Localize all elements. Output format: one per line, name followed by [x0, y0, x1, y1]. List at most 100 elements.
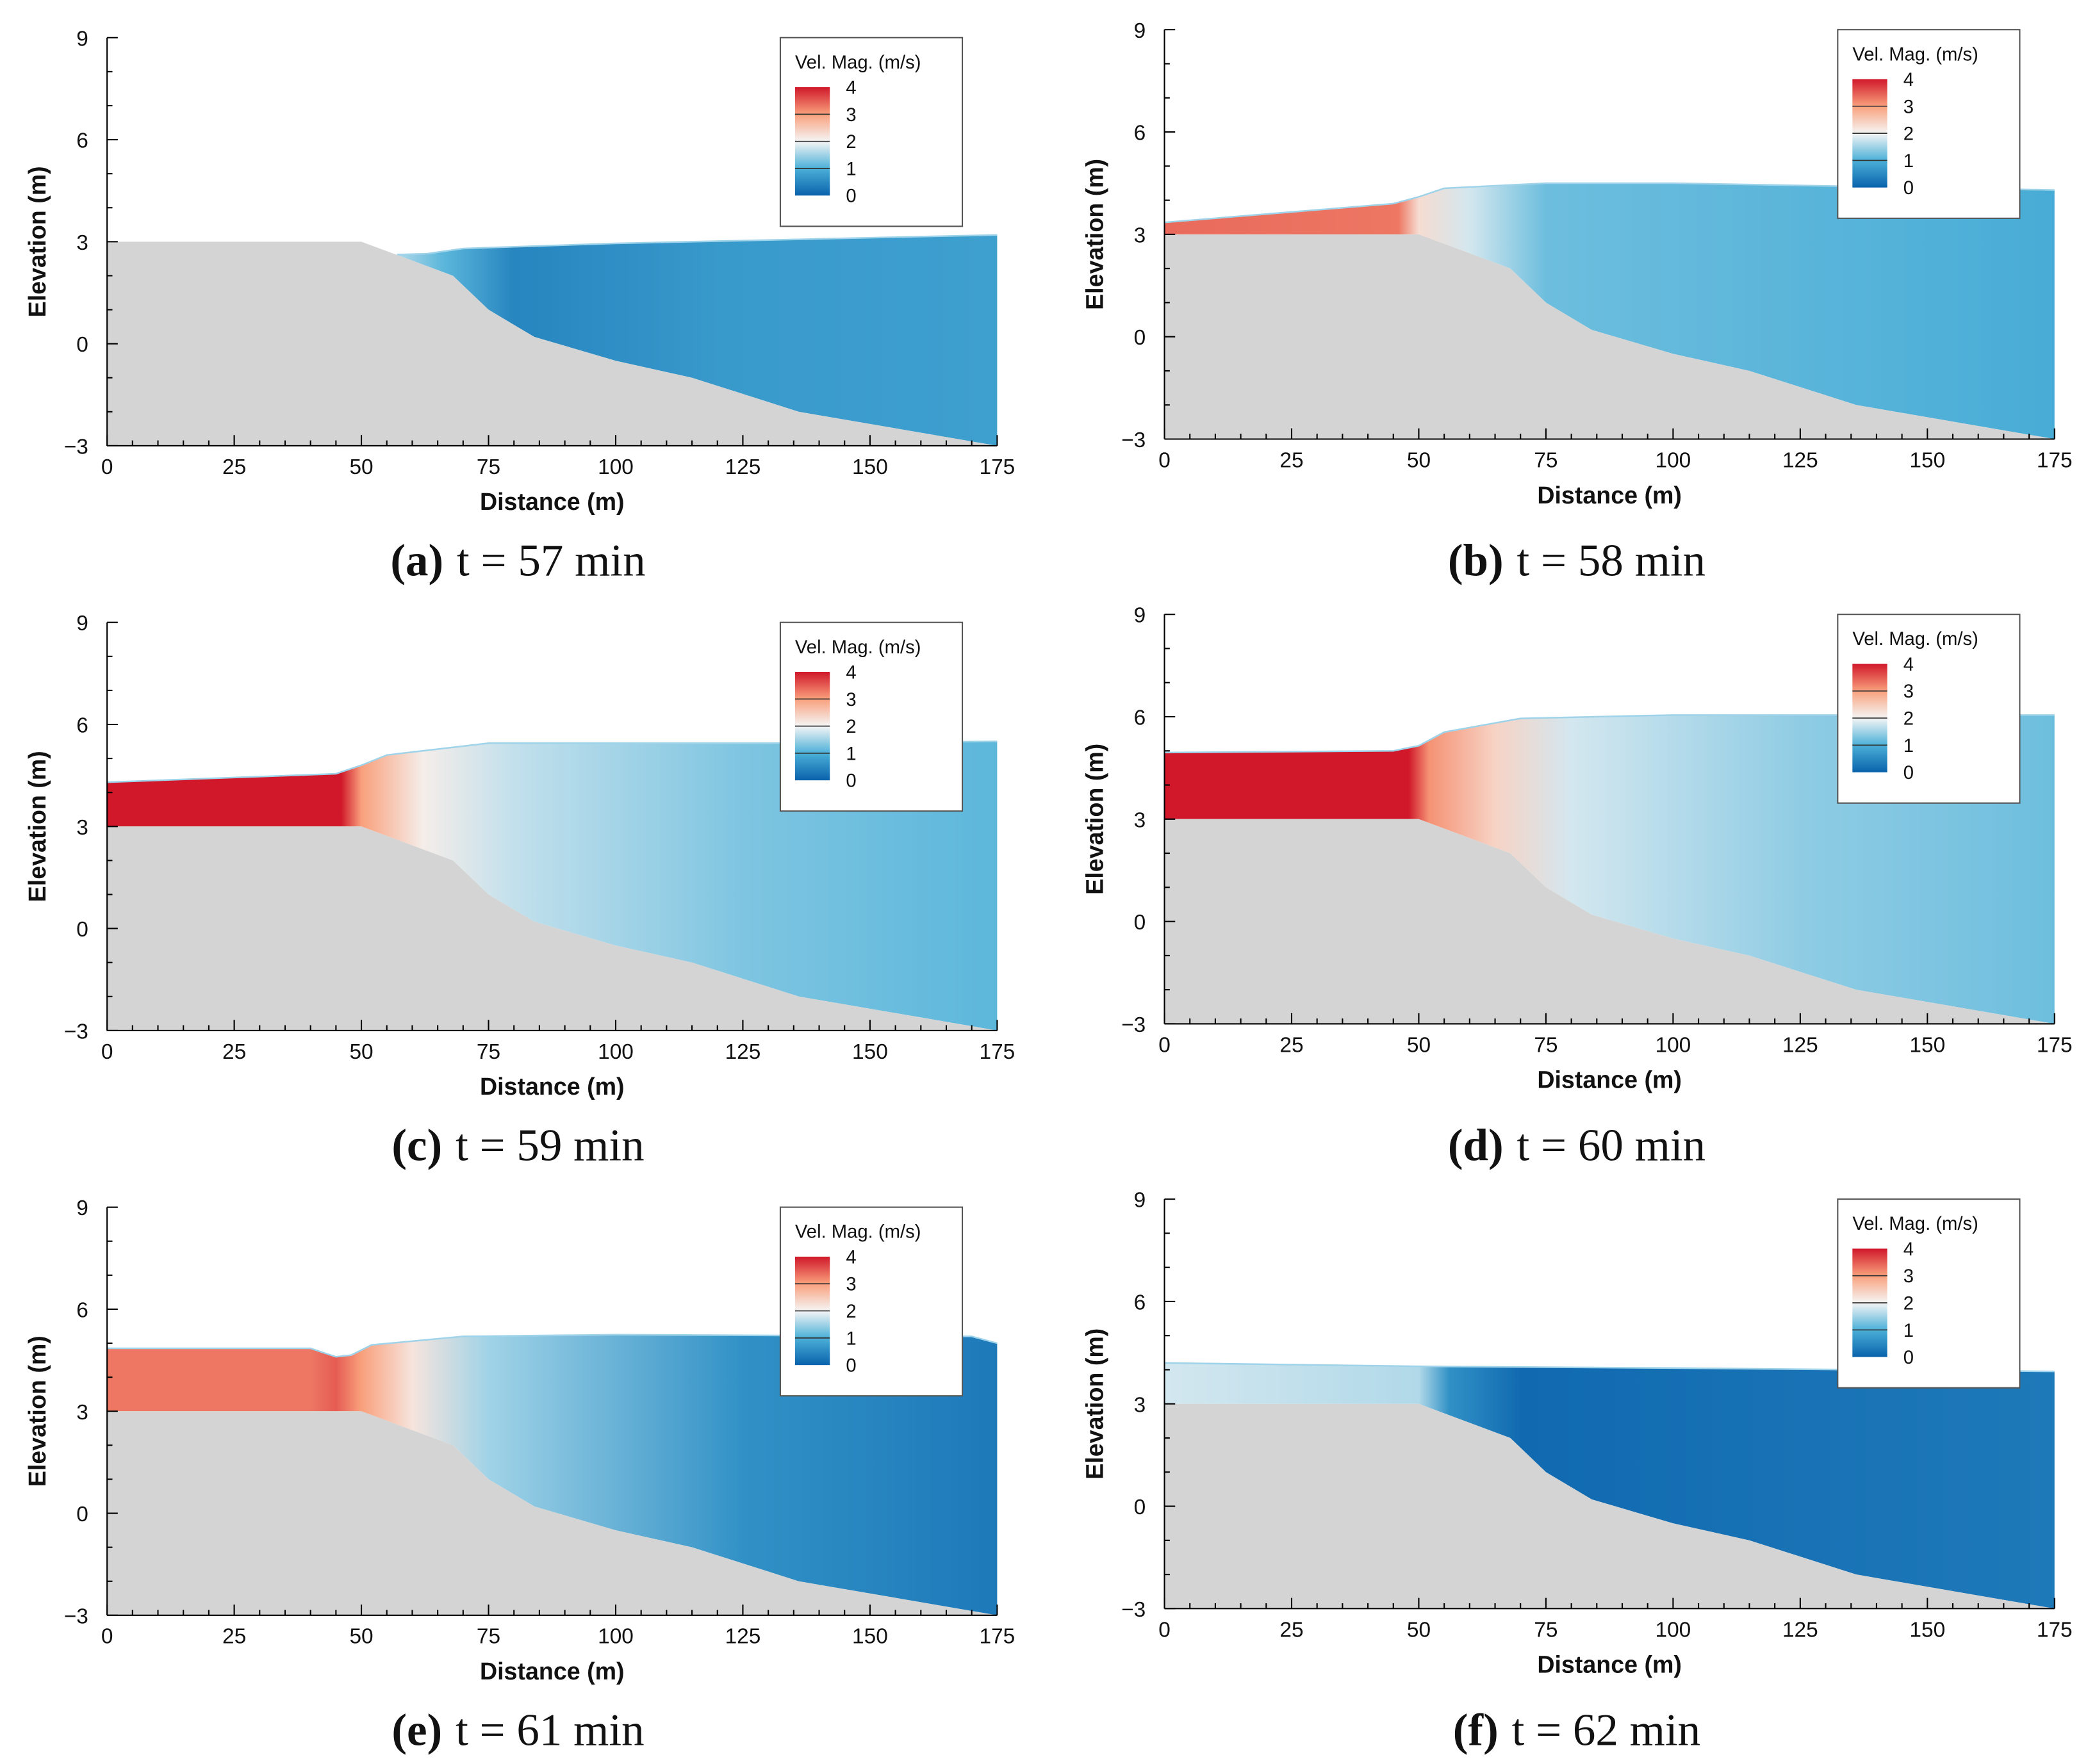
- legend-title: Vel. Mag. (m/s): [795, 637, 921, 658]
- colorbar-label: 4: [846, 662, 856, 683]
- y-tick-label: 6: [1134, 122, 1146, 145]
- x-tick-label: 150: [1909, 1618, 1945, 1642]
- panel-e: 0 25 50 75 100 125 150 175 −3 0 3 6 9 Distance (m) Ele…: [24, 1196, 1015, 1755]
- y-tick-label: 9: [1134, 1189, 1146, 1213]
- legend: Vel. Mag. (m/s) 4 3 2 1 0: [779, 621, 964, 812]
- y-tick-label: 9: [1134, 604, 1146, 628]
- x-tick-label: 50: [1407, 448, 1431, 472]
- y-tick-label: 9: [1134, 19, 1146, 43]
- legend-title: Vel. Mag. (m/s): [1852, 44, 1978, 65]
- x-tick-label: 75: [477, 455, 500, 479]
- y-axis-title: Elevation (m): [24, 1335, 51, 1487]
- panel-label: (f): [1453, 1705, 1499, 1755]
- legend: Vel. Mag. (m/s) 4 3 2 1 0: [1837, 614, 2021, 804]
- x-tick-label: 75: [477, 1040, 500, 1064]
- x-tick-label: 75: [1534, 1618, 1558, 1642]
- colorbar-label: 4: [846, 78, 856, 99]
- colorbar-label: 3: [846, 105, 856, 126]
- x-tick-label: 175: [2037, 1618, 2073, 1642]
- colorbar-label: 2: [846, 1302, 856, 1322]
- x-tick-label: 25: [222, 1040, 246, 1064]
- bed-profile: [1164, 819, 2055, 1024]
- x-tick-label: 50: [1407, 1033, 1431, 1057]
- x-tick-label: 50: [349, 455, 373, 479]
- x-tick-label: 125: [1782, 448, 1818, 472]
- y-tick-label: 0: [1134, 1496, 1146, 1519]
- colorbar-label: 1: [846, 1328, 856, 1349]
- water-body: [1164, 715, 2055, 1024]
- x-axis-title: Distance (m): [480, 488, 625, 515]
- colorbar-label: 3: [846, 1275, 856, 1295]
- x-tick-label: 50: [349, 1040, 373, 1064]
- water-surface-line: [107, 740, 998, 783]
- colorbar-label: 3: [1903, 682, 1914, 702]
- legend: Vel. Mag. (m/s) 4 3 2 1 0: [779, 1206, 964, 1397]
- panel-label: (a): [390, 536, 443, 586]
- x-tick-label: 150: [852, 455, 888, 479]
- colorbar-label: 0: [846, 1356, 856, 1376]
- bed-profile: [1164, 1403, 2055, 1609]
- colorbar-label: 4: [1903, 70, 1914, 90]
- x-axis-title: Distance (m): [1537, 482, 1682, 509]
- y-tick-label: 6: [76, 714, 88, 738]
- x-tick-label: 150: [852, 1625, 888, 1649]
- x-tick-label: 150: [852, 1040, 888, 1064]
- water-surface-line: [397, 234, 998, 256]
- colorbar-label: 0: [1903, 178, 1914, 199]
- panel-caption: (b) t = 58 min: [1448, 536, 1706, 586]
- water-surface-line: [1164, 714, 2055, 754]
- panel-time: t = 59 min: [456, 1121, 645, 1171]
- water-body: [107, 1334, 998, 1615]
- x-axis-title: Distance (m): [1537, 1651, 1682, 1678]
- y-axis-title: Elevation (m): [1081, 159, 1108, 310]
- colorbar-label: 0: [1903, 763, 1914, 783]
- bed-profile: [107, 241, 998, 446]
- y-tick-label: −3: [1121, 1013, 1146, 1037]
- water-body: [1164, 183, 2055, 439]
- bed-profile: [1164, 234, 2055, 439]
- x-tick-label: 100: [1656, 1618, 1691, 1642]
- x-tick-label: 50: [1407, 1618, 1431, 1642]
- colorbar-label: 1: [846, 159, 856, 179]
- x-tick-label: 125: [1782, 1618, 1818, 1642]
- panel-time: t = 57 min: [457, 536, 646, 586]
- panel-label: (e): [391, 1705, 442, 1755]
- legend-title: Vel. Mag. (m/s): [1852, 1214, 1978, 1234]
- panel-caption: (d) t = 60 min: [1448, 1121, 1706, 1171]
- y-tick-label: 0: [76, 918, 88, 942]
- colorbar-label: 0: [1903, 1348, 1914, 1368]
- y-axis-title: Elevation (m): [1081, 744, 1108, 895]
- panel-caption: (c) t = 59 min: [391, 1121, 644, 1171]
- x-tick-label: 25: [1279, 448, 1303, 472]
- panel-label: (b): [1448, 536, 1504, 586]
- y-tick-label: −3: [64, 1605, 88, 1628]
- x-tick-label: 0: [101, 1040, 113, 1064]
- colorbar-label: 3: [1903, 1266, 1914, 1287]
- y-tick-label: 6: [1134, 706, 1146, 730]
- x-tick-label: 100: [1656, 448, 1691, 472]
- y-tick-label: 6: [76, 1298, 88, 1322]
- x-tick-label: 175: [2037, 1033, 2073, 1057]
- x-tick-label: 50: [349, 1625, 373, 1649]
- x-tick-label: 0: [101, 1625, 113, 1649]
- y-axis-title: Elevation (m): [1081, 1328, 1108, 1480]
- bed-profile: [107, 826, 998, 1031]
- x-tick-label: 150: [1909, 1033, 1945, 1057]
- colorbar-label: 0: [846, 771, 856, 792]
- y-tick-label: 3: [76, 1401, 88, 1425]
- water-body: [1164, 1362, 2055, 1609]
- panel-time: t = 61 min: [456, 1705, 645, 1755]
- y-tick-label: 0: [76, 333, 88, 357]
- colorbar-label: 2: [1903, 1293, 1914, 1314]
- x-tick-label: 175: [980, 1625, 1015, 1649]
- x-tick-label: 0: [1158, 1618, 1171, 1642]
- colorbar-label: 1: [1903, 1321, 1914, 1341]
- x-tick-label: 150: [1909, 448, 1945, 472]
- y-tick-label: 3: [76, 816, 88, 840]
- x-tick-label: 175: [980, 455, 1015, 479]
- x-tick-label: 0: [101, 455, 113, 479]
- panel-caption: (a) t = 57 min: [390, 536, 645, 586]
- colorbar-label: 2: [846, 717, 856, 737]
- y-tick-label: 0: [1134, 911, 1146, 935]
- x-tick-label: 25: [222, 455, 246, 479]
